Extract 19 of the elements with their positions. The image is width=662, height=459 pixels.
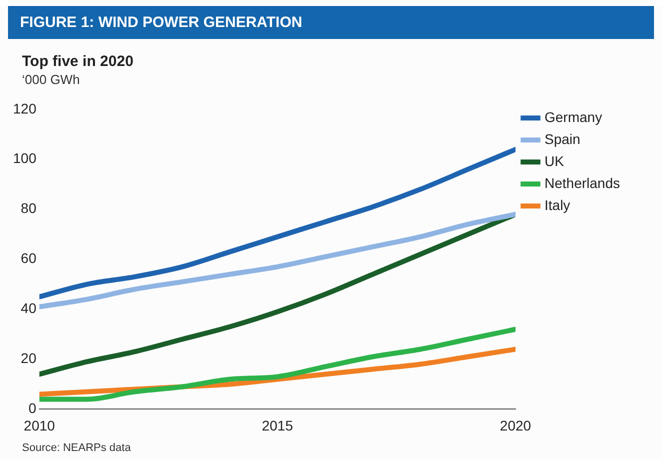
y-axis-title: ‘000 GWh: [22, 72, 81, 87]
y-tick-label: 120: [13, 100, 37, 116]
y-tick-label: 20: [20, 350, 37, 366]
y-tick-label: 40: [20, 300, 37, 316]
legend-label: Italy: [544, 196, 570, 213]
source-note: Source: NEARPs data: [22, 442, 131, 454]
y-tick-label: 80: [20, 200, 37, 216]
legend-label: Germany: [544, 108, 602, 125]
x-tick-label: 2010: [24, 417, 56, 434]
chart-subtitle: Top five in 2020: [22, 53, 134, 70]
chart-title: FIGURE 1: WIND POWER GENERATION: [8, 6, 654, 39]
x-tick-label: 2015: [262, 417, 294, 434]
legend-label: Spain: [544, 130, 580, 147]
legend-label: UK: [544, 152, 565, 169]
x-tick-label: 2020: [500, 417, 532, 434]
y-tick-label: 60: [20, 250, 37, 266]
legend-label: Netherlands: [544, 174, 620, 191]
y-tick-label: 100: [13, 150, 37, 166]
y-tick-label: 0: [28, 400, 37, 416]
